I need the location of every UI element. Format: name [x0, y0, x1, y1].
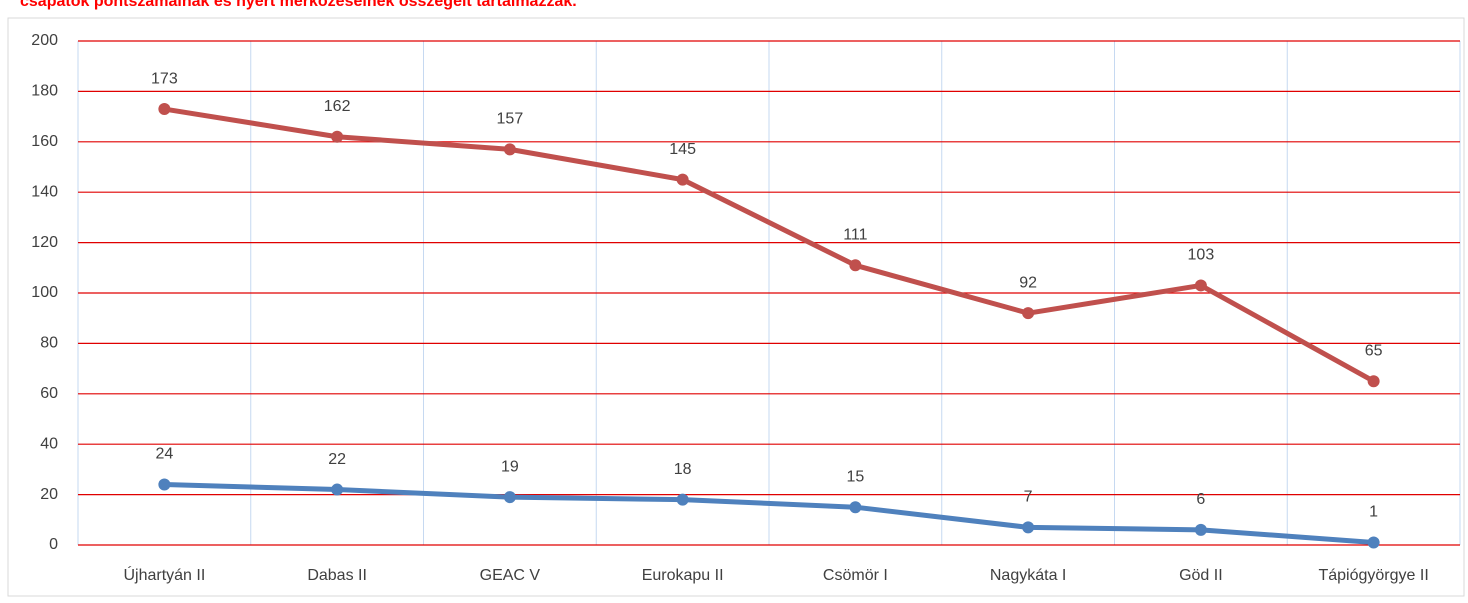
y-tick-label: 40 — [40, 435, 58, 452]
x-tick-label: Göd II — [1179, 567, 1223, 584]
point — [158, 478, 171, 491]
point — [331, 130, 344, 143]
data-label: 145 — [669, 141, 696, 158]
point — [676, 493, 689, 506]
y-tick-label: 120 — [31, 234, 58, 251]
point — [331, 483, 344, 496]
point — [1367, 375, 1380, 388]
y-tick-label: 160 — [31, 133, 58, 150]
point — [158, 103, 171, 116]
x-tick-label: Csömör I — [823, 567, 888, 584]
data-label: 18 — [674, 461, 692, 478]
y-tick-label: 0 — [49, 536, 58, 553]
data-label: 24 — [155, 446, 173, 463]
point — [503, 143, 516, 156]
data-label: 92 — [1019, 274, 1037, 291]
y-tick-label: 140 — [31, 183, 58, 200]
data-label: 162 — [324, 98, 351, 115]
data-label: 7 — [1024, 489, 1033, 506]
point — [849, 501, 862, 514]
point — [676, 173, 689, 186]
x-tick-label: GEAC V — [480, 567, 541, 584]
point — [1194, 279, 1207, 292]
x-tick-label: Nagykáta I — [990, 567, 1066, 584]
data-label: 157 — [497, 111, 524, 128]
point — [1194, 523, 1207, 536]
data-label: 111 — [843, 226, 867, 243]
y-tick-label: 180 — [31, 83, 58, 100]
point — [849, 259, 862, 272]
data-label: 15 — [846, 468, 864, 485]
x-tick-label: Eurokapu II — [642, 567, 724, 584]
data-label: 65 — [1365, 342, 1383, 359]
data-label: 1 — [1369, 504, 1378, 521]
y-tick-label: 100 — [31, 284, 58, 301]
x-tick-label: Tápiógyörgye II — [1318, 567, 1428, 584]
point — [1022, 307, 1035, 320]
point — [503, 491, 516, 504]
line — [164, 482, 1374, 545]
x-tick-label: Újhartyán II — [123, 565, 205, 584]
data-label: 19 — [501, 458, 519, 475]
data-label: 22 — [328, 451, 346, 468]
point — [1367, 536, 1380, 549]
y-tick-label: 80 — [40, 335, 58, 352]
data-label: 103 — [1188, 247, 1215, 264]
data-label: 6 — [1196, 491, 1205, 508]
data-label: 173 — [151, 70, 178, 87]
chart-frame — [7, 17, 1465, 597]
y-tick-label: 60 — [40, 385, 58, 402]
y-tick-label: 20 — [40, 486, 58, 503]
y-tick-label: 200 — [31, 32, 58, 49]
point — [1022, 521, 1035, 534]
x-tick-label: Dabas II — [307, 567, 367, 584]
annotation: csapatok pontszámainak és nyert mérkőzés… — [20, 0, 577, 10]
line — [163, 106, 1375, 384]
